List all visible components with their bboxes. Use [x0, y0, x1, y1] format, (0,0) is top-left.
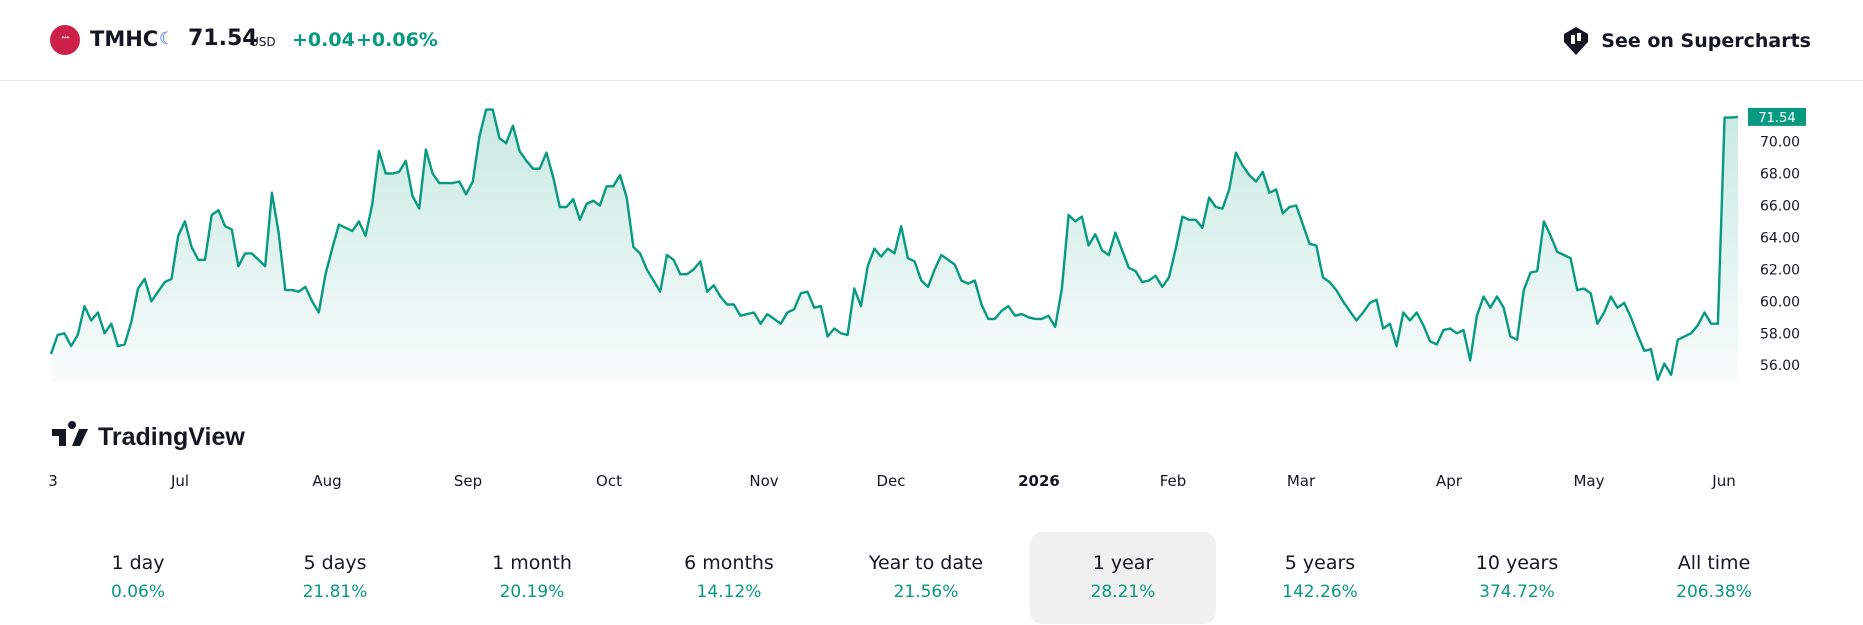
- period-6-months[interactable]: 6 months 14.12%: [636, 532, 822, 624]
- supercharts-label: See on Supercharts: [1601, 30, 1811, 52]
- x-axis-tick-label: Dec: [876, 472, 905, 490]
- period-change-value: 0.06%: [110, 582, 165, 602]
- period-1-month[interactable]: 1 month 20.19%: [439, 532, 625, 624]
- period-selector: 1 day 0.06% 5 days 21.81% 1 month 20.19% 6 mon…: [45, 532, 1835, 624]
- period-change-value: 206.38%: [1676, 582, 1752, 602]
- period-label: 5 years: [1284, 552, 1356, 574]
- price-line: [49, 108, 1739, 381]
- period-label: Year to date: [868, 552, 984, 574]
- period-year-to-date[interactable]: Year to date 21.56%: [833, 532, 1019, 624]
- period-change-value: 374.72%: [1479, 582, 1555, 602]
- x-axis-tick-label: Sep: [454, 472, 482, 490]
- x-axis-tick-label: Feb: [1160, 472, 1187, 490]
- x-axis-tick-label: 3: [48, 472, 58, 490]
- x-axis-tick-label: Jul: [170, 472, 189, 490]
- period-1-day[interactable]: 1 day 0.06%: [45, 532, 231, 624]
- currency-label: USD: [250, 35, 276, 49]
- period-label: All time: [1677, 552, 1751, 574]
- period-label: 1 year: [1092, 552, 1154, 574]
- crescent-moon-icon: ☾: [159, 29, 175, 49]
- period-label: 1 day: [111, 552, 165, 574]
- company-logo: ᐩᐩᐩ: [50, 25, 80, 55]
- period-5-days[interactable]: 5 days 21.81%: [242, 532, 428, 624]
- x-axis-tick-label: Mar: [1287, 472, 1316, 490]
- tradingview-wordmark: TradingView: [98, 423, 245, 451]
- price-change-percent: +0.06%: [356, 29, 438, 51]
- last-price-tag: 71.54: [1748, 107, 1806, 126]
- period-1-year[interactable]: 1 year 28.21%: [1030, 532, 1216, 624]
- period-10-years[interactable]: 10 years 374.72%: [1424, 532, 1610, 624]
- symbol-ticker[interactable]: TMHC: [90, 27, 159, 51]
- last-price: 71.54: [188, 26, 258, 51]
- period-change-value: 142.26%: [1282, 582, 1358, 602]
- y-axis-tick-label: 68.00: [1760, 167, 1800, 183]
- y-axis-tick-label: 56.00: [1760, 358, 1800, 374]
- x-axis-tick-label: Jun: [1711, 472, 1735, 490]
- period-change-value: 20.19%: [499, 582, 565, 602]
- price-change: +0.04: [292, 29, 355, 51]
- tradingview-watermark: TradingView: [52, 421, 245, 451]
- period-label: 1 month: [492, 552, 572, 574]
- period-change-value: 28.21%: [1090, 582, 1156, 602]
- period-label: 10 years: [1475, 552, 1559, 574]
- x-axis-tick-label: Nov: [749, 472, 778, 490]
- x-axis-tick-label: 2026: [1018, 472, 1060, 490]
- x-axis-tick-label: May: [1573, 472, 1604, 490]
- x-axis-tick-label: Oct: [596, 472, 622, 490]
- period-label: 6 months: [684, 552, 774, 574]
- period-5-years[interactable]: 5 years 142.26%: [1227, 532, 1413, 624]
- y-axis-tick-label: 62.00: [1760, 262, 1800, 278]
- y-axis-tick-label: 58.00: [1760, 326, 1800, 342]
- price-area-fill: [51, 109, 1738, 382]
- y-axis-tick-label: 64.00: [1760, 230, 1800, 246]
- y-axis-tick-label: 70.00: [1760, 135, 1800, 151]
- x-axis-tick-label: Apr: [1436, 472, 1463, 490]
- last-price-label: 71.54: [1758, 111, 1795, 126]
- y-axis-tick-label: 60.00: [1760, 294, 1800, 310]
- symbol-header: ᐩᐩᐩ TMHC ☾ 71.54 USD +0.04 +0.06% See on…: [0, 0, 1863, 81]
- supercharts-icon: [1564, 27, 1589, 55]
- y-axis-tick-label: 66.00: [1760, 199, 1800, 215]
- price-chart[interactable]: 56.00 58.00 60.00 62.00 64.00 66.00 68.00 70.00…: [0, 80, 1863, 500]
- period-all-time[interactable]: All time 206.38%: [1621, 532, 1807, 624]
- period-change-value: 21.81%: [302, 582, 368, 602]
- period-change-value: 14.12%: [696, 582, 762, 602]
- tradingview-logo-icon: [52, 421, 88, 446]
- x-axis-tick-label: Aug: [312, 472, 341, 490]
- see-on-supercharts-button[interactable]: See on Supercharts: [1561, 24, 1811, 58]
- period-label: 5 days: [303, 552, 367, 574]
- period-change-value: 21.56%: [893, 582, 959, 602]
